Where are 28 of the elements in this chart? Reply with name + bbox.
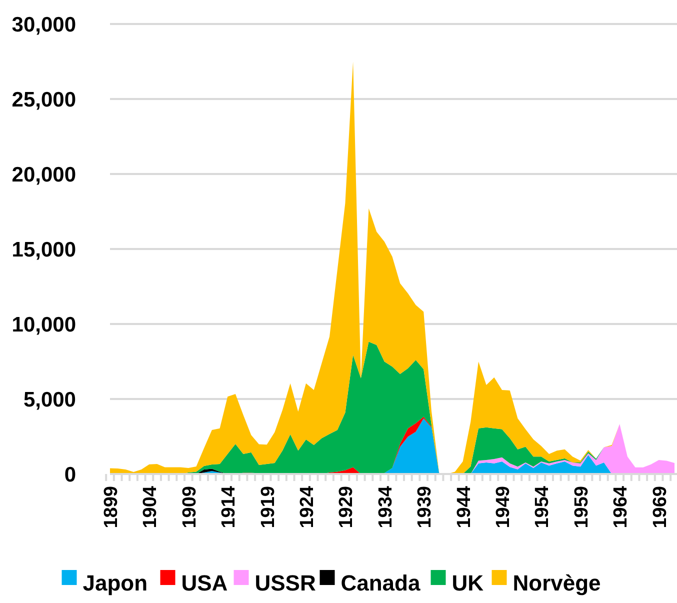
x-tick-label: 1929 — [336, 486, 358, 528]
x-tick-label: 1934 — [375, 486, 396, 528]
x-tick-label: 1964 — [610, 486, 632, 528]
legend-label: USA — [181, 570, 228, 596]
y-tick-label: 20,000 — [12, 163, 76, 186]
x-tick-label: 1959 — [571, 486, 592, 528]
y-tick-label: 5,000 — [23, 388, 76, 412]
x-tick-label: 1969 — [650, 486, 671, 528]
y-tick-label: 30,000 — [12, 13, 76, 36]
x-tick-label: 1924 — [297, 486, 318, 528]
x-tick-label: 1914 — [218, 486, 240, 528]
x-tick-label: 1919 — [258, 486, 279, 528]
y-tick-label: 15,000 — [12, 238, 76, 262]
x-tick-label: 1904 — [140, 486, 162, 528]
x-tick-label: 1944 — [454, 486, 475, 528]
legend-label: USSR — [254, 570, 316, 596]
x-tick-label: 1909 — [179, 486, 200, 528]
x-tick-label: 1899 — [101, 486, 122, 528]
x-tick-label: 1939 — [414, 486, 436, 528]
x-tick-label: 1954 — [532, 486, 554, 528]
x-tick-label: 1949 — [493, 486, 514, 528]
y-tick-label: 0 — [64, 463, 76, 486]
legend-label: Canada — [340, 570, 421, 596]
y-tick-label: 10,000 — [12, 313, 76, 336]
y-tick-label: 25,000 — [12, 88, 76, 112]
legend-label: Norvège — [512, 570, 601, 596]
legend-label: UK — [452, 570, 484, 596]
legend-label: Japon — [82, 570, 148, 596]
